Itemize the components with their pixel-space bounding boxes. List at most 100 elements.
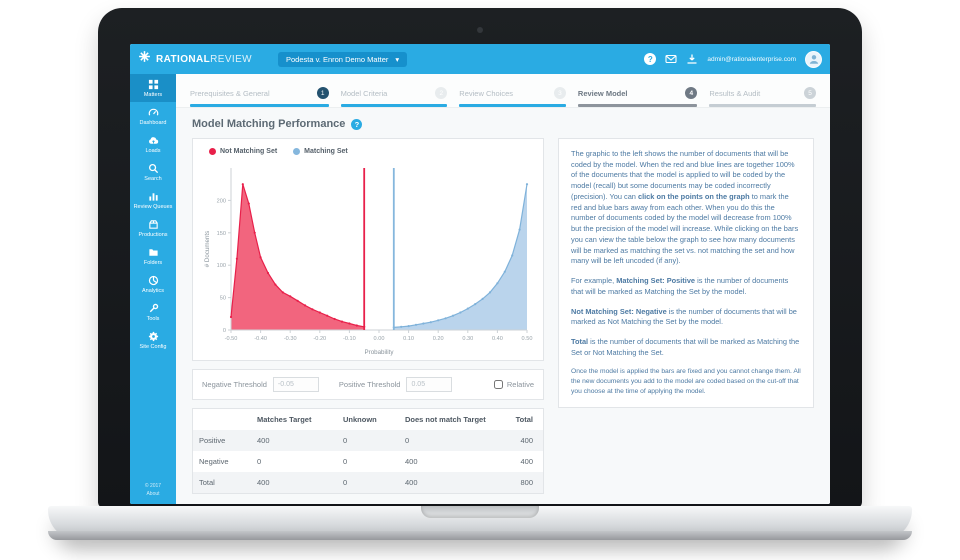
title-help-icon[interactable]: ?	[351, 118, 363, 130]
svg-text:-0.10: -0.10	[343, 336, 356, 342]
step-progress-bar	[709, 104, 816, 107]
matter-selector[interactable]: Podesta v. Enron Demo Matter ▾	[278, 51, 408, 67]
copyright-text: © 2017	[144, 483, 162, 489]
relative-checkbox[interactable]	[493, 380, 503, 389]
starburst-logo-icon	[138, 50, 151, 68]
step-label: Prerequisites & General	[190, 88, 270, 98]
svg-text:0.40: 0.40	[492, 336, 503, 342]
step-number-badge: 5	[804, 87, 816, 99]
sidebar-item-site-config[interactable]: Site Config	[130, 326, 176, 354]
svg-text:0.50: 0.50	[522, 336, 533, 342]
negative-threshold-input[interactable]	[272, 377, 319, 392]
table-row: Total 400 0 400 800	[193, 472, 543, 493]
sidebar-item-label: Analytics	[141, 288, 164, 295]
sidebar-item-search[interactable]: Search	[130, 158, 176, 186]
svg-text:-0.30: -0.30	[284, 336, 297, 342]
chart-column: Not Matching Set Matching Set -0.50 -0.40…	[192, 138, 544, 494]
step-prerequisites-general[interactable]: Prerequisites & General 1	[190, 87, 329, 107]
download-icon[interactable]	[686, 53, 698, 65]
svg-text:0.30: 0.30	[462, 336, 473, 342]
sidebar: Matters Dashboard Loads Search Review Qu…	[130, 74, 176, 504]
matter-selector-label: Podesta v. Enron Demo Matter	[286, 54, 389, 64]
red-legend-dot-icon	[209, 148, 216, 155]
step-results-audit[interactable]: Results & Audit 5	[709, 87, 816, 107]
table-header-row: Matches Target Unknown Does not match Ta…	[257, 415, 533, 424]
svg-text:100: 100	[217, 263, 226, 269]
mail-icon[interactable]	[665, 53, 677, 65]
svg-text:50: 50	[220, 296, 226, 302]
sidebar-item-analytics[interactable]: Analytics	[130, 270, 176, 298]
positive-threshold-input[interactable]	[406, 377, 453, 392]
step-label: Model Criteria	[340, 88, 388, 98]
archive-box-icon	[148, 219, 159, 230]
help-icon[interactable]: ?	[644, 53, 657, 65]
step-number-badge: 3	[553, 87, 566, 99]
svg-text:0: 0	[223, 328, 226, 334]
step-label: Results & Audit	[709, 88, 761, 98]
cloud-upload-icon	[148, 135, 159, 146]
table-row: Positive 400 0 0 400	[193, 430, 543, 451]
user-avatar[interactable]	[805, 50, 822, 68]
sidebar-item-loads[interactable]: Loads	[130, 130, 176, 158]
step-number-badge: 1	[316, 87, 329, 99]
sidebar-item-dashboard[interactable]: Dashboard	[130, 102, 176, 130]
topbar-actions: ? admin@rationalenterprise.com	[644, 50, 822, 68]
magnifier-icon	[148, 163, 159, 174]
brand-name: RATIONALREVIEW	[156, 53, 252, 65]
sidebar-item-tools[interactable]: Tools	[130, 298, 176, 326]
chart-card: Not Matching Set Matching Set -0.50 -0.40…	[192, 138, 544, 361]
probability-chart[interactable]: -0.50 -0.40 -0.30 -0.20 -0.10 0.00 0.10 0.20 0.3…	[201, 158, 535, 358]
svg-text:0.10: 0.10	[403, 336, 414, 342]
svg-text:-0.50: -0.50	[225, 336, 238, 342]
results-table: Matches Target Unknown Does not match Ta…	[193, 409, 543, 493]
blue-legend-dot-icon	[293, 148, 301, 155]
sidebar-item-label: Productions	[138, 232, 168, 239]
negative-threshold-label: Negative Threshold	[202, 380, 267, 389]
relative-toggle: Relative	[493, 380, 534, 389]
step-progress-bar	[459, 104, 566, 107]
topbar: RATIONALREVIEW Podesta v. Enron Demo Mat…	[130, 44, 830, 74]
sidebar-item-folders[interactable]: Folders	[130, 242, 176, 270]
svg-text:200: 200	[217, 198, 226, 204]
wizard-stepper: Prerequisites & General 1 Model Criteria 2…	[176, 74, 830, 108]
gauge-icon	[148, 107, 159, 118]
relative-label: Relative	[506, 380, 534, 389]
user-email: admin@rationalenterprise.com	[707, 55, 796, 63]
positive-threshold-label: Positive Threshold	[338, 380, 401, 389]
sidebar-item-label: Loads	[145, 148, 161, 155]
svg-text:-0.20: -0.20	[313, 336, 326, 342]
legend-not-matching-set: Not Matching Set	[209, 148, 277, 155]
svg-text:0.00: 0.00	[374, 336, 385, 342]
sidebar-item-label: Matters	[143, 92, 163, 98]
svg-text:Probability: Probability	[365, 349, 395, 356]
laptop-base-notch	[421, 506, 539, 518]
chevron-down-icon: ▾	[395, 54, 400, 64]
step-progress-bar	[577, 104, 698, 107]
info-panel-text: The graphic to the left shows the number…	[571, 149, 801, 395]
about-link[interactable]: About	[146, 490, 160, 497]
webcam-dot	[477, 27, 483, 33]
sidebar-item-label: Folders	[143, 260, 163, 267]
main-content: Prerequisites & General 1 Model Criteria 2…	[176, 74, 830, 504]
page-title: Model Matching Performance	[192, 118, 346, 130]
step-review-choices[interactable]: Review Choices 3	[459, 87, 566, 107]
step-review-model[interactable]: Review Model 4	[577, 87, 698, 107]
sidebar-item-matters[interactable]: Matters	[130, 74, 176, 103]
step-number-badge: 4	[685, 87, 698, 99]
folder-icon	[148, 247, 159, 258]
step-progress-bar	[340, 104, 448, 107]
sidebar-footer: © 2017 About	[130, 483, 176, 504]
svg-text:150: 150	[217, 231, 226, 237]
sidebar-item-label: Review Queues	[133, 204, 173, 211]
step-model-criteria[interactable]: Model Criteria 2	[340, 87, 448, 107]
chart-legend: Not Matching Set Matching Set	[201, 146, 535, 158]
svg-text:0.20: 0.20	[433, 336, 444, 342]
sidebar-item-productions[interactable]: Productions	[130, 214, 176, 242]
pie-chart-icon	[148, 275, 159, 286]
brand-logo[interactable]: RATIONALREVIEW	[138, 50, 270, 68]
laptop-screen-bezel: RATIONALREVIEW Podesta v. Enron Demo Mat…	[98, 8, 862, 508]
sidebar-item-review-queues[interactable]: Review Queues	[130, 186, 176, 214]
app-screen: RATIONALREVIEW Podesta v. Enron Demo Mat…	[130, 44, 830, 504]
step-label: Review Choices	[459, 88, 514, 98]
page-title-row: Model Matching Performance ?	[192, 118, 814, 130]
